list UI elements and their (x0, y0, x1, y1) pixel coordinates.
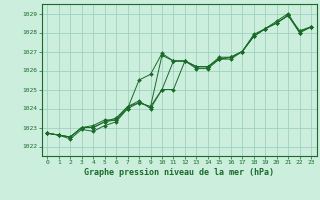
X-axis label: Graphe pression niveau de la mer (hPa): Graphe pression niveau de la mer (hPa) (84, 168, 274, 177)
